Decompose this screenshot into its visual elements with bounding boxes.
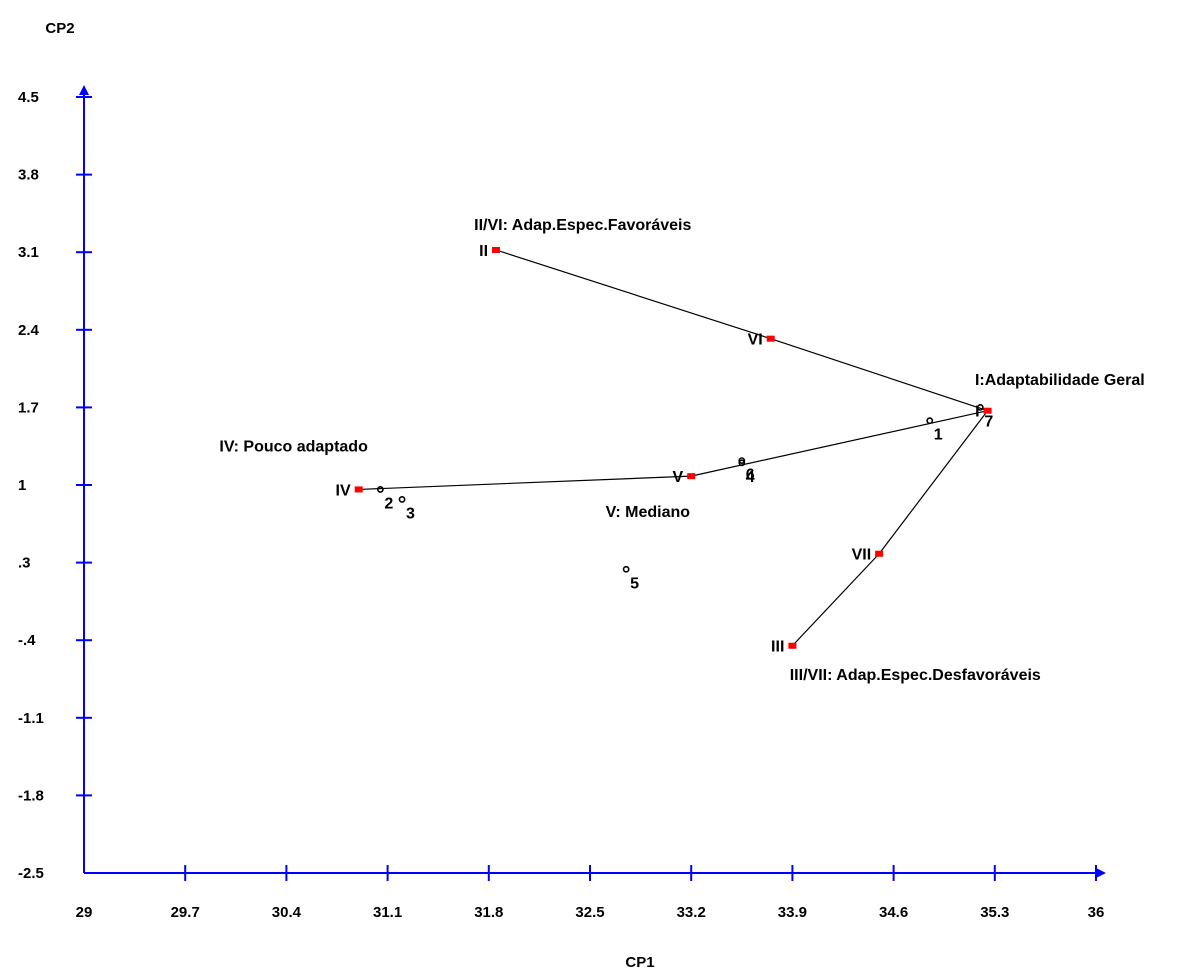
reference-label: III	[771, 639, 784, 656]
y-tick-label: 4.5	[18, 89, 39, 106]
x-tick-label: 29	[76, 904, 93, 921]
reference-label: VI	[748, 332, 763, 349]
y-tick-label: 1.7	[18, 399, 39, 416]
x-tick-label: 35.3	[980, 904, 1009, 921]
annotation: V: Mediano	[606, 504, 691, 521]
y-tick-label: 3.8	[18, 167, 39, 184]
segment-line	[770, 338, 988, 412]
genotype-label: 7	[984, 413, 993, 430]
reference-point	[492, 246, 501, 253]
reference-point	[766, 335, 775, 342]
x-tick-label: 33.2	[677, 904, 706, 921]
genotype-label: 4	[746, 469, 755, 486]
y-tick-label: 1	[18, 477, 26, 494]
y-tick-label: 3.1	[18, 244, 39, 261]
reference-point	[875, 550, 884, 557]
data-points	[354, 246, 992, 649]
y-tick-label: -1.1	[18, 710, 44, 727]
annotation: IV: Pouco adaptado	[219, 439, 368, 456]
segment-line	[691, 410, 988, 477]
segment-line	[358, 475, 692, 491]
y-tick-label: .3	[18, 555, 31, 572]
genotype-label: 6	[746, 467, 755, 484]
reference-point	[354, 486, 363, 493]
segment-line	[791, 553, 880, 647]
reference-label: II	[479, 243, 488, 260]
y-axis-title: CP2	[45, 20, 74, 37]
y-tick-label: -2.5	[18, 865, 44, 882]
reference-label: I	[975, 404, 979, 421]
reference-point	[788, 642, 797, 649]
x-tick-label: 31.1	[373, 904, 402, 921]
annotation: II/VI: Adap.Espec.Favoráveis	[474, 217, 691, 234]
genotype-label: 3	[406, 505, 415, 522]
x-tick-label: 34.6	[879, 904, 908, 921]
genotype-label: 5	[630, 575, 639, 592]
x-tick-label: 32.5	[575, 904, 604, 921]
reference-label: VII	[852, 547, 872, 564]
genotype-point	[738, 459, 746, 467]
genotype-point	[926, 417, 934, 425]
x-tick-label: 36	[1088, 904, 1105, 921]
genotype-point	[622, 565, 630, 573]
x-tick-label: 33.9	[778, 904, 807, 921]
y-tick-label: 2.4	[18, 322, 40, 339]
connecting-lines	[358, 249, 989, 647]
genotype-point	[376, 486, 384, 493]
reference-point	[687, 473, 696, 480]
segment-line	[495, 249, 771, 340]
reference-label: IV	[336, 482, 351, 499]
x-tick-label: 30.4	[272, 904, 302, 921]
segment-line	[878, 410, 989, 555]
x-tick-label: 31.8	[474, 904, 503, 921]
y-axis-arrow-icon	[79, 85, 89, 95]
genotype-point	[398, 496, 406, 503]
x-axis-title: CP1	[625, 954, 654, 971]
annotation: III/VII: Adap.Espec.Desfavoráveis	[790, 667, 1041, 684]
x-tick-label: 29.7	[171, 904, 200, 921]
x-axis-arrow-icon	[1096, 868, 1106, 878]
genotype-label: 1	[934, 427, 943, 444]
y-tick-label: -1.8	[18, 787, 44, 804]
genotype-point	[738, 457, 746, 465]
genotype-point	[976, 403, 984, 411]
annotation: I:Adaptabilidade Geral	[975, 372, 1145, 389]
axes: 29 29.7 30.4 31.1 31.8 32.5 33.2 33.9 34.6 35.3 36…	[18, 20, 1106, 971]
reference-label: V	[673, 469, 684, 486]
y-tick-label: -.4	[18, 632, 36, 649]
reference-point	[983, 407, 992, 414]
genotype-label: 2	[384, 495, 393, 512]
